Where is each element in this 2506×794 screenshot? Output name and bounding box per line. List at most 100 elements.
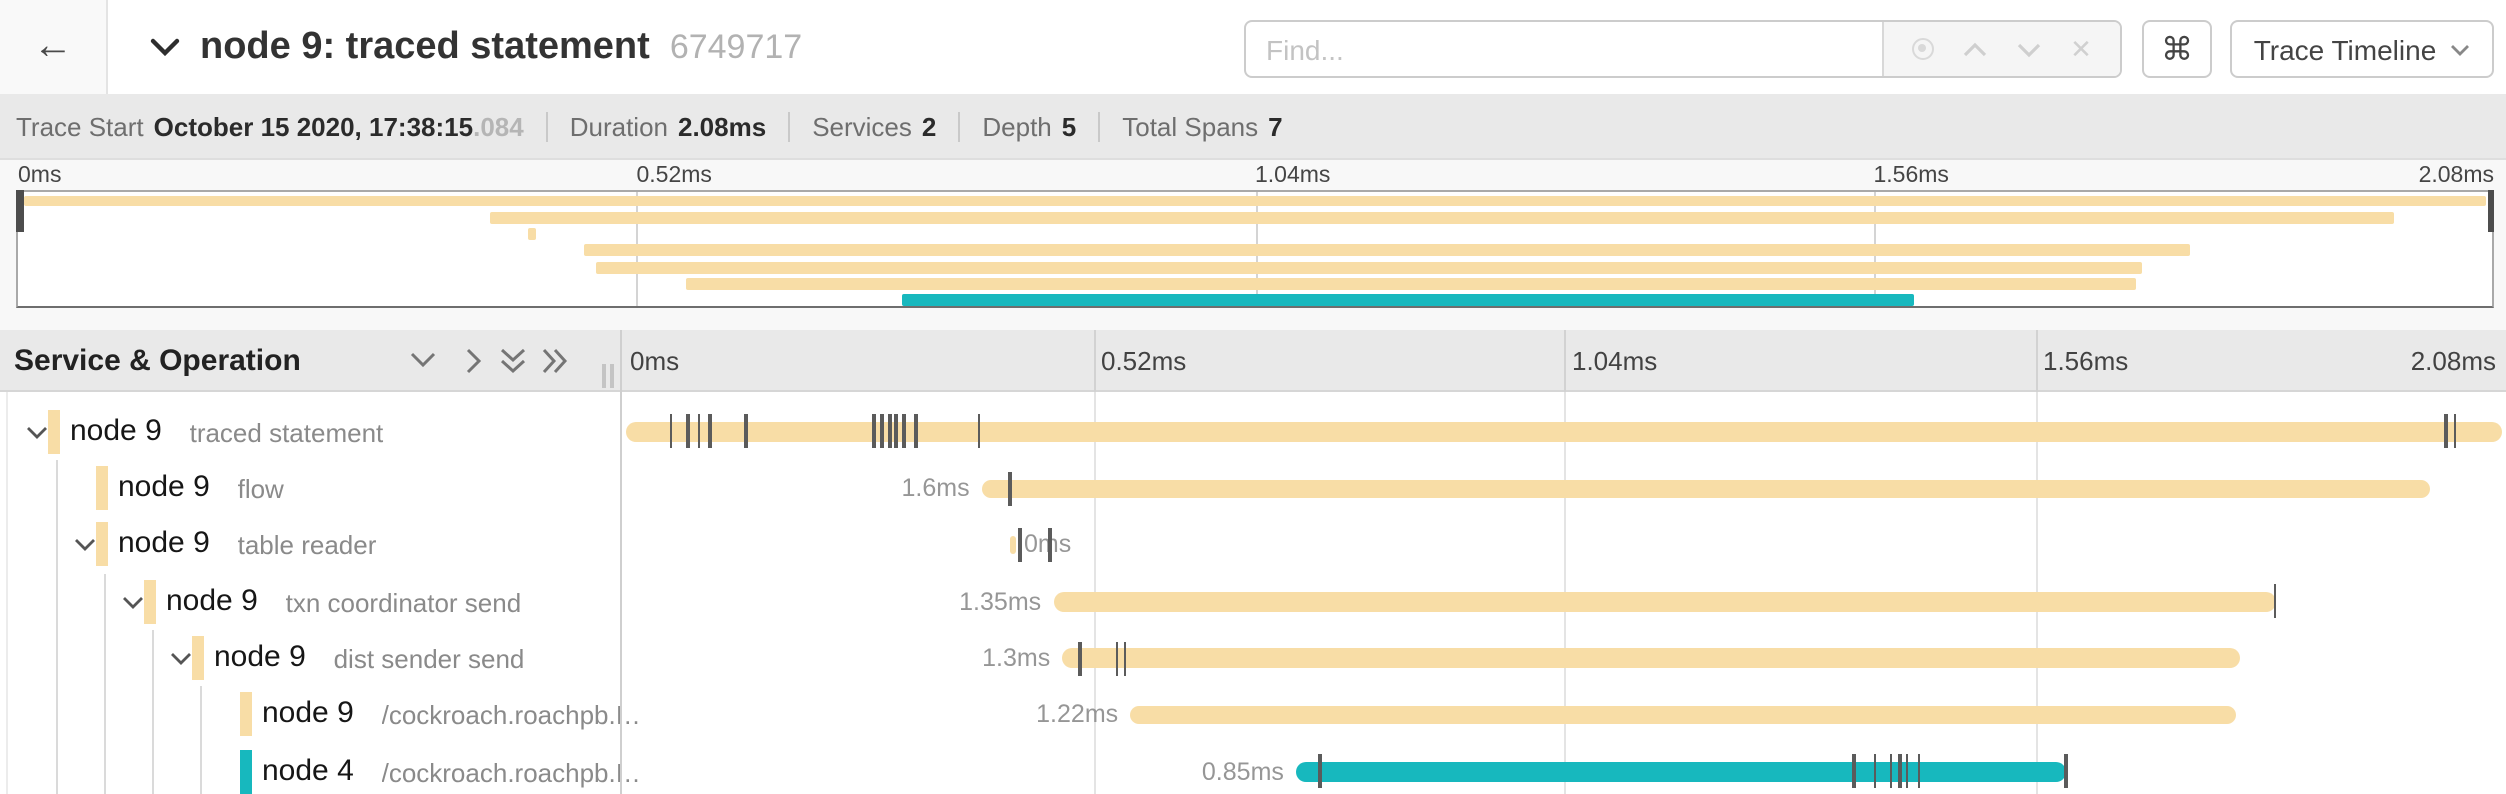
- collapse-title-chevron-icon[interactable]: [150, 38, 180, 56]
- minimap-span-bar: [490, 211, 2394, 224]
- clear-search-icon[interactable]: ✕: [2070, 34, 2092, 64]
- span-bar[interactable]: [1010, 535, 1017, 555]
- column-resize-handle[interactable]: [602, 364, 614, 388]
- summary-separator: [788, 111, 791, 141]
- tree-guide-line: [199, 686, 201, 794]
- span-log-tick[interactable]: [888, 414, 892, 449]
- span-duration-label: 1.35ms: [959, 587, 1042, 616]
- tree-row[interactable]: node 9 dist sender send: [0, 630, 620, 687]
- span-bar[interactable]: [1053, 592, 2276, 612]
- header-gridline: [1093, 330, 1095, 392]
- span-row[interactable]: 1.6ms: [622, 460, 2506, 517]
- next-match-icon[interactable]: [2016, 31, 2042, 67]
- operation-name: /cockroach.roachpb.I…: [381, 757, 642, 788]
- service-name: node 9: [70, 413, 162, 448]
- find-box: ✕: [1244, 20, 2122, 78]
- span-log-tick[interactable]: [2063, 754, 2068, 789]
- span-bar[interactable]: [981, 479, 2431, 499]
- expand-all-icon[interactable]: [534, 340, 574, 380]
- span-log-tick[interactable]: [686, 414, 690, 449]
- span-log-tick[interactable]: [1917, 754, 1921, 789]
- span-row[interactable]: [622, 404, 2506, 461]
- tree-guide-line: [151, 630, 153, 794]
- span-log-tick[interactable]: [1905, 754, 1909, 789]
- summary-value: 5: [1061, 111, 1077, 141]
- span-log-tick[interactable]: [1078, 641, 1082, 676]
- tree-row[interactable]: node 9/cockroach.roachpb.I…: [0, 687, 642, 744]
- find-controls: ✕: [1882, 22, 2120, 76]
- span-log-tick[interactable]: [894, 414, 898, 449]
- span-row[interactable]: 1.3ms: [622, 630, 2506, 687]
- back-button[interactable]: ←: [0, 0, 108, 94]
- span-log-tick[interactable]: [669, 414, 673, 449]
- prev-match-icon[interactable]: [1962, 31, 1988, 67]
- span-row[interactable]: 1.22ms: [622, 687, 2506, 744]
- tree-row[interactable]: node 4/cockroach.roachpb.I…: [0, 743, 642, 794]
- span-log-tick[interactable]: [2273, 584, 2277, 619]
- span-log-tick[interactable]: [2453, 414, 2457, 449]
- span-log-tick[interactable]: [1018, 528, 1022, 563]
- operation-name: flow: [237, 474, 284, 505]
- span-duration-label: 1.3ms: [982, 644, 1051, 673]
- span-log-tick[interactable]: [914, 414, 918, 449]
- span-log-tick[interactable]: [2444, 414, 2448, 449]
- rows-left-border: [6, 392, 8, 794]
- minimap-axis-label: 0ms: [18, 164, 62, 188]
- span-log-tick[interactable]: [1852, 754, 1857, 789]
- span-log-tick[interactable]: [1873, 754, 1877, 789]
- span-log-tick[interactable]: [872, 414, 877, 449]
- span-row[interactable]: 0ms: [622, 517, 2506, 574]
- span-log-tick[interactable]: [1318, 754, 1322, 789]
- span-row[interactable]: 1.35ms: [622, 574, 2506, 631]
- span-duration-label: 0.85ms: [1201, 757, 1284, 786]
- view-selector-button[interactable]: Trace Timeline: [2230, 20, 2494, 78]
- keyboard-shortcuts-button[interactable]: ⌘: [2142, 20, 2212, 78]
- operation-name: txn coordinator send: [285, 587, 522, 618]
- tree-guide-line: [55, 460, 57, 794]
- summary-label: Trace Start: [16, 111, 144, 141]
- focus-match-icon[interactable]: [1912, 38, 1935, 60]
- tree-row[interactable]: node 9 txn coordinator send: [0, 574, 620, 631]
- span-log-tick[interactable]: [708, 414, 712, 449]
- span-log-tick[interactable]: [1007, 471, 1012, 506]
- summary-value: October 15 2020, 17:38:15: [153, 111, 474, 141]
- tree-row[interactable]: node 9 traced statement: [0, 404, 620, 461]
- timeline-minimap: 0ms 0.52ms 1.04ms 1.56ms 2.08ms: [0, 160, 2506, 330]
- span-log-tick[interactable]: [1898, 754, 1902, 789]
- span-row[interactable]: 0.85ms: [622, 743, 2506, 794]
- span-log-tick[interactable]: [880, 414, 884, 449]
- span-bar[interactable]: [626, 422, 2502, 442]
- minimap-left-scrubber[interactable]: [16, 190, 23, 232]
- chevron-down-icon: [2451, 44, 2470, 55]
- span-log-tick[interactable]: [1123, 641, 1127, 676]
- tree-chevron-down-icon[interactable]: [74, 539, 96, 553]
- tree-row[interactable]: node 9 flow: [0, 460, 620, 517]
- span-bar[interactable]: [1295, 762, 2066, 782]
- span-log-tick[interactable]: [901, 414, 906, 449]
- span-log-tick[interactable]: [977, 414, 981, 449]
- span-log-tick[interactable]: [1048, 528, 1052, 563]
- minimap-span-bar: [685, 278, 2137, 290]
- span-log-tick[interactable]: [744, 414, 748, 449]
- collapse-all-icon[interactable]: [492, 340, 532, 380]
- summary-item: Depth 5: [982, 111, 1076, 141]
- tree-chevron-down-icon[interactable]: [170, 652, 192, 666]
- minimap-right-scrubber[interactable]: [2487, 190, 2494, 232]
- span-log-tick[interactable]: [1889, 754, 1893, 789]
- summary-value: 2: [921, 111, 937, 141]
- expand-one-icon[interactable]: [454, 340, 494, 380]
- operation-name: traced statement: [189, 417, 384, 448]
- span-bar[interactable]: [1062, 648, 2240, 668]
- collapse-one-icon[interactable]: [402, 340, 442, 380]
- tree-chevron-down-icon[interactable]: [26, 426, 48, 440]
- span-log-tick[interactable]: [1115, 641, 1119, 676]
- tree-row[interactable]: node 9 table reader: [0, 517, 620, 574]
- timeline-axis-label: 0ms: [630, 346, 680, 376]
- span-bar[interactable]: [1130, 705, 2236, 725]
- tree-chevron-down-icon[interactable]: [122, 596, 144, 610]
- minimap-canvas[interactable]: [16, 190, 2494, 308]
- span-log-tick[interactable]: [697, 414, 701, 449]
- find-input[interactable]: [1246, 22, 1882, 76]
- summary-label: Duration: [569, 111, 668, 141]
